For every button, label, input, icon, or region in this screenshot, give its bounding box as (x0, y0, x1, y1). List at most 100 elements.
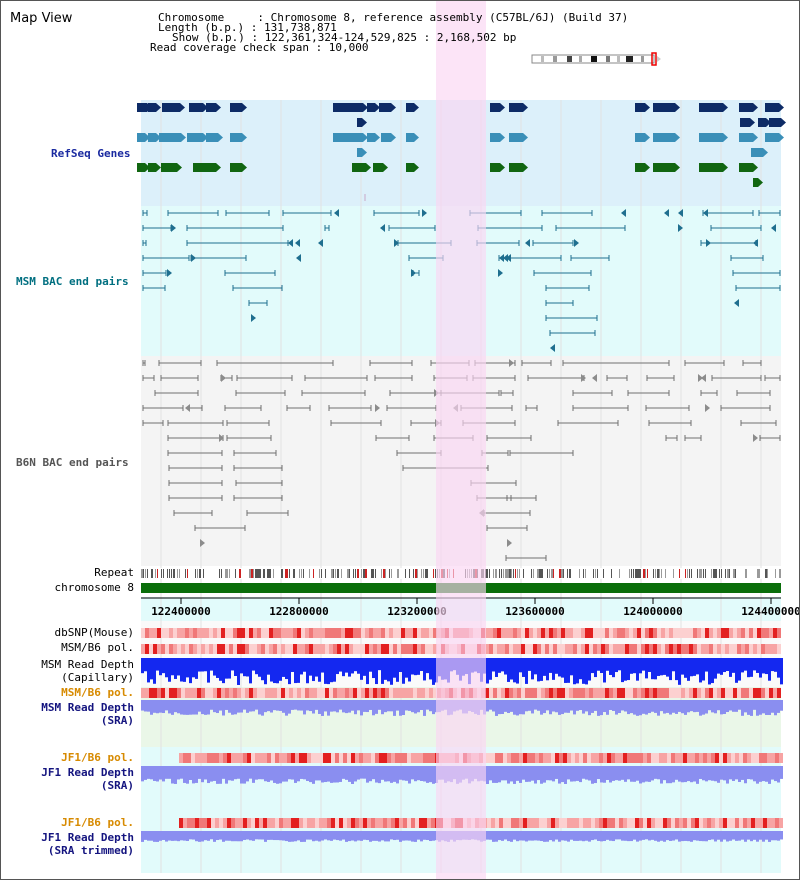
msm-depth-capillary-bar (636, 658, 639, 681)
dbsnp-strip (733, 628, 737, 638)
jf1-pol-strip (351, 753, 355, 763)
msm-depth-sra-bar (717, 700, 720, 711)
msm-pol-strip (301, 644, 305, 654)
jf1-depth-trimmed-bar (504, 831, 507, 840)
msm-bac-track-label[interactable]: MSM BAC end pairs (16, 275, 129, 288)
msm-depth-capillary-bar (186, 658, 189, 678)
msm-depth-sra-bar (258, 700, 261, 715)
msm-pol-sra-strip (553, 688, 557, 698)
msm-depth-sra-bar (600, 700, 603, 716)
jf1-pol-trimmed-strip (387, 818, 391, 828)
jf1-depth-trimmed-bar (270, 831, 273, 840)
msm-pol-strip (685, 644, 689, 654)
jf1-depth-trimmed-bar (558, 831, 561, 842)
msm-depth-sra-bar (576, 700, 579, 711)
msm-depth-sra-bar (279, 700, 282, 711)
jf1-pol-trimmed-strip (307, 818, 311, 828)
msm-pol-sra-strip (593, 688, 597, 698)
dbsnp-strip (633, 628, 637, 638)
repeat-element (639, 569, 641, 578)
refseq-track-label[interactable]: RefSeq Genes (51, 147, 131, 160)
jf1-pol-strip (571, 753, 575, 763)
repeat-element (325, 569, 326, 578)
msm-depth-capillary-bar (363, 658, 366, 676)
jf1-depth-trimmed-bar (405, 831, 408, 841)
msm-depth-capillary-bar (681, 658, 684, 675)
msm-depth-sra-bar (693, 700, 696, 713)
jf1-pol-trimmed-strip (283, 818, 287, 828)
msm-depth-sra-bar (399, 700, 402, 716)
gene-feature (230, 133, 242, 142)
gene-arrow (391, 103, 396, 112)
msm-depth-capillary-bar (264, 658, 267, 685)
msm-depth-capillary-bar (225, 658, 228, 679)
jf1-depth-sra-bar (165, 766, 168, 779)
msm-depth-capillary-bar (165, 658, 168, 678)
jf1-depth-trimmed-bar (207, 831, 210, 841)
dbsnp-strip (497, 628, 501, 638)
jf1-depth-trimmed-bar (213, 831, 216, 842)
jf1-pol-strip (291, 753, 295, 763)
jf1-depth-trimmed-bar (666, 831, 669, 841)
msm-depth-sra-bar (534, 700, 537, 710)
gene-arrow (766, 118, 771, 127)
msm-depth-sra-bar (360, 700, 363, 716)
repeat-element (495, 569, 497, 578)
msm-pol-sra-strip (397, 688, 401, 698)
jf1-depth-trimmed-bar (738, 831, 741, 841)
msm-depth-capillary-bar (633, 658, 636, 674)
jf1-depth-trimmed-bar (762, 831, 765, 842)
msm-pol-strip (409, 644, 413, 654)
jf1-pol-trimmed-strip (491, 818, 495, 828)
msm-depth-capillary-bar (144, 658, 147, 672)
msm-pol-sra-strip (141, 688, 145, 698)
msm-depth-sra-bar (660, 700, 663, 712)
msm-pol-sra-strip (589, 688, 593, 698)
msm-pol-strip (557, 644, 561, 654)
msm-pol-sra-strip (633, 688, 637, 698)
jf1-depth-sra-bar (687, 766, 690, 782)
b6n-bac-end (221, 374, 226, 382)
msm-depth-sra-bar (489, 700, 492, 710)
jf1-depth-trimmed-bar (225, 831, 228, 841)
gene-feature (769, 118, 781, 127)
msm-pol-strip (225, 644, 229, 654)
jf1-depth-sra-bar (519, 766, 522, 783)
msm-depth-sra-bar (777, 700, 780, 713)
repeat-element (229, 569, 230, 578)
msm-pol-strip (257, 644, 261, 654)
msm-depth-capillary-bar (657, 658, 660, 676)
jf1-depth-trimmed-bar (603, 831, 606, 842)
msm-depth-capillary-bar (324, 658, 327, 684)
msm-pol-strip (733, 644, 737, 654)
jf1-pol-trimmed-strip (583, 818, 587, 828)
msm-pol-strip (485, 644, 489, 654)
dbsnp-strip (201, 628, 205, 638)
jf1-depth-sra-bar (405, 766, 408, 781)
msm-depth-capillary-bar (198, 658, 201, 672)
repeat-element (715, 569, 717, 578)
dbsnp-strip (753, 628, 757, 638)
msm-depth-sra-bar (654, 700, 657, 713)
msm-pol-strip (709, 644, 713, 654)
msm-pol-sra-strip (265, 688, 269, 698)
jf1-pol-trimmed-strip (539, 818, 543, 828)
msm-depth-capillary-bar (699, 658, 702, 683)
gene-feature (490, 133, 500, 142)
b6n-bac-track-label[interactable]: B6N BAC end pairs (16, 456, 129, 469)
msm-depth-sra-sublabel: (SRA) (100, 714, 134, 727)
b6n-bac-end (592, 374, 597, 382)
msm-depth-capillary-bar (522, 658, 525, 677)
jf1-depth-trimmed-bar (276, 831, 279, 841)
msm-pol-strip (425, 644, 429, 654)
jf1-depth-sra-bar (225, 766, 228, 784)
msm-depth-capillary-bar (675, 658, 678, 681)
jf1-depth-sra-bar (648, 766, 651, 782)
msm-depth-capillary-bar (168, 658, 171, 682)
msm-pol-strip (657, 644, 661, 654)
repeat-element (269, 569, 271, 578)
repeat-element (727, 569, 729, 578)
msm-depth-sra-bar (645, 700, 648, 715)
jf1-depth-trimmed-bar (291, 831, 294, 842)
